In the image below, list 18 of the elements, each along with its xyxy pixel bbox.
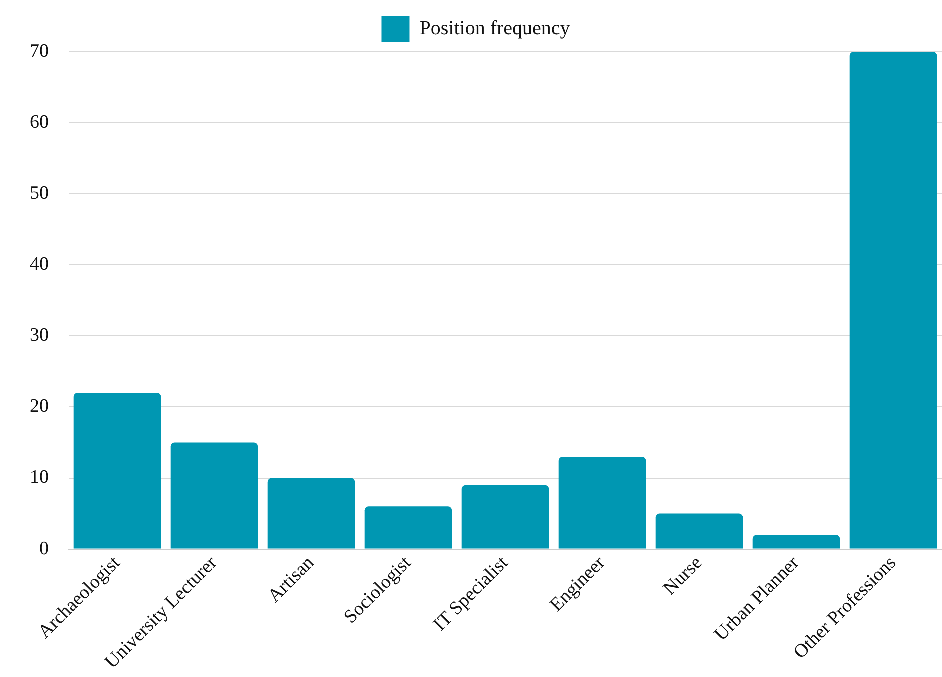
y-tick-label: 10 bbox=[30, 467, 49, 488]
bar bbox=[656, 514, 744, 549]
bar bbox=[462, 485, 550, 549]
bar bbox=[74, 393, 162, 549]
y-tick-label: 20 bbox=[30, 396, 49, 418]
y-tick-label: 40 bbox=[30, 254, 49, 276]
bar bbox=[752, 535, 840, 549]
bar bbox=[170, 442, 258, 549]
y-tick-label: 60 bbox=[30, 112, 49, 134]
bar bbox=[268, 478, 356, 549]
bar bbox=[364, 506, 452, 549]
y-tick-label: 30 bbox=[30, 325, 49, 346]
y-tick-label: 50 bbox=[30, 183, 49, 204]
y-tick-label: 0 bbox=[40, 538, 49, 560]
bar bbox=[850, 52, 938, 549]
y-tick-label: 70 bbox=[30, 40, 49, 62]
bar bbox=[558, 456, 646, 549]
legend-label: Position frequency bbox=[420, 17, 570, 40]
